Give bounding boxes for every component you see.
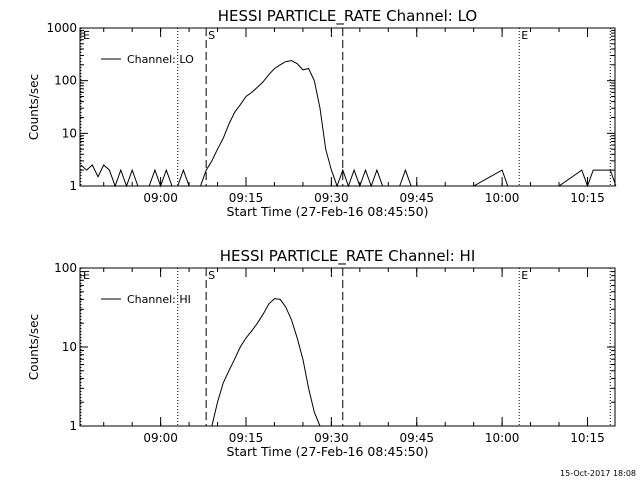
plot-frame [79,27,616,187]
y-tick-label: 10 [62,126,77,140]
x-tick-label: 09:15 [229,191,264,205]
y-tick-label: 1 [69,419,77,433]
marker-label: S [208,29,215,42]
y-tick-label: 1 [69,179,77,193]
plot-frame [79,267,616,427]
x-tick-label: 10:15 [570,431,605,445]
chart-hi-channel: HESSI PARTICLE_RATE Channel: HI 1 10 100 09:… [27,247,616,459]
marker-label: S [208,269,215,282]
x-tick-label: 10:00 [485,191,520,205]
chart-lo-channel: HESSI PARTICLE_RATE Channel: LO 1 10 100 100… [27,7,617,219]
x-tick-label: 09:15 [229,431,264,445]
x-tick-label: 09:30 [314,431,349,445]
marker-label: E [521,269,528,282]
x-tick-label: 09:00 [143,431,178,445]
y-tick-label: 100 [54,74,77,88]
chart-title: HESSI PARTICLE_RATE Channel: HI [220,247,476,266]
y-tick-label: 10 [62,340,77,354]
series-line [80,60,617,188]
y-axis-label: Counts/sec [27,314,41,380]
series-line [211,298,321,427]
x-tick-label: 09:00 [143,191,178,205]
x-tick-label: 10:00 [485,431,520,445]
x-axis-label: Start Time (27-Feb-16 08:45:50) [227,444,429,459]
marker-label: E [521,29,528,42]
legend-label: Channel: HI [127,293,191,306]
y-tick-label: 1000 [46,21,77,35]
y-tick-label: 100 [54,261,77,275]
chart-title: HESSI PARTICLE_RATE Channel: LO [218,7,477,26]
y-axis-label: Counts/sec [27,74,41,140]
footer-timestamp: 15-Oct-2017 18:08 [560,469,636,478]
legend-label: Channel: LO [127,53,194,66]
x-tick-label: 09:30 [314,191,349,205]
x-tick-label: 10:15 [570,191,605,205]
x-axis-label: Start Time (27-Feb-16 08:45:50) [227,204,429,219]
x-tick-label: 09:45 [399,191,434,205]
x-tick-label: 09:45 [399,431,434,445]
marker-label: E [83,29,90,42]
marker-label: E [83,269,90,282]
